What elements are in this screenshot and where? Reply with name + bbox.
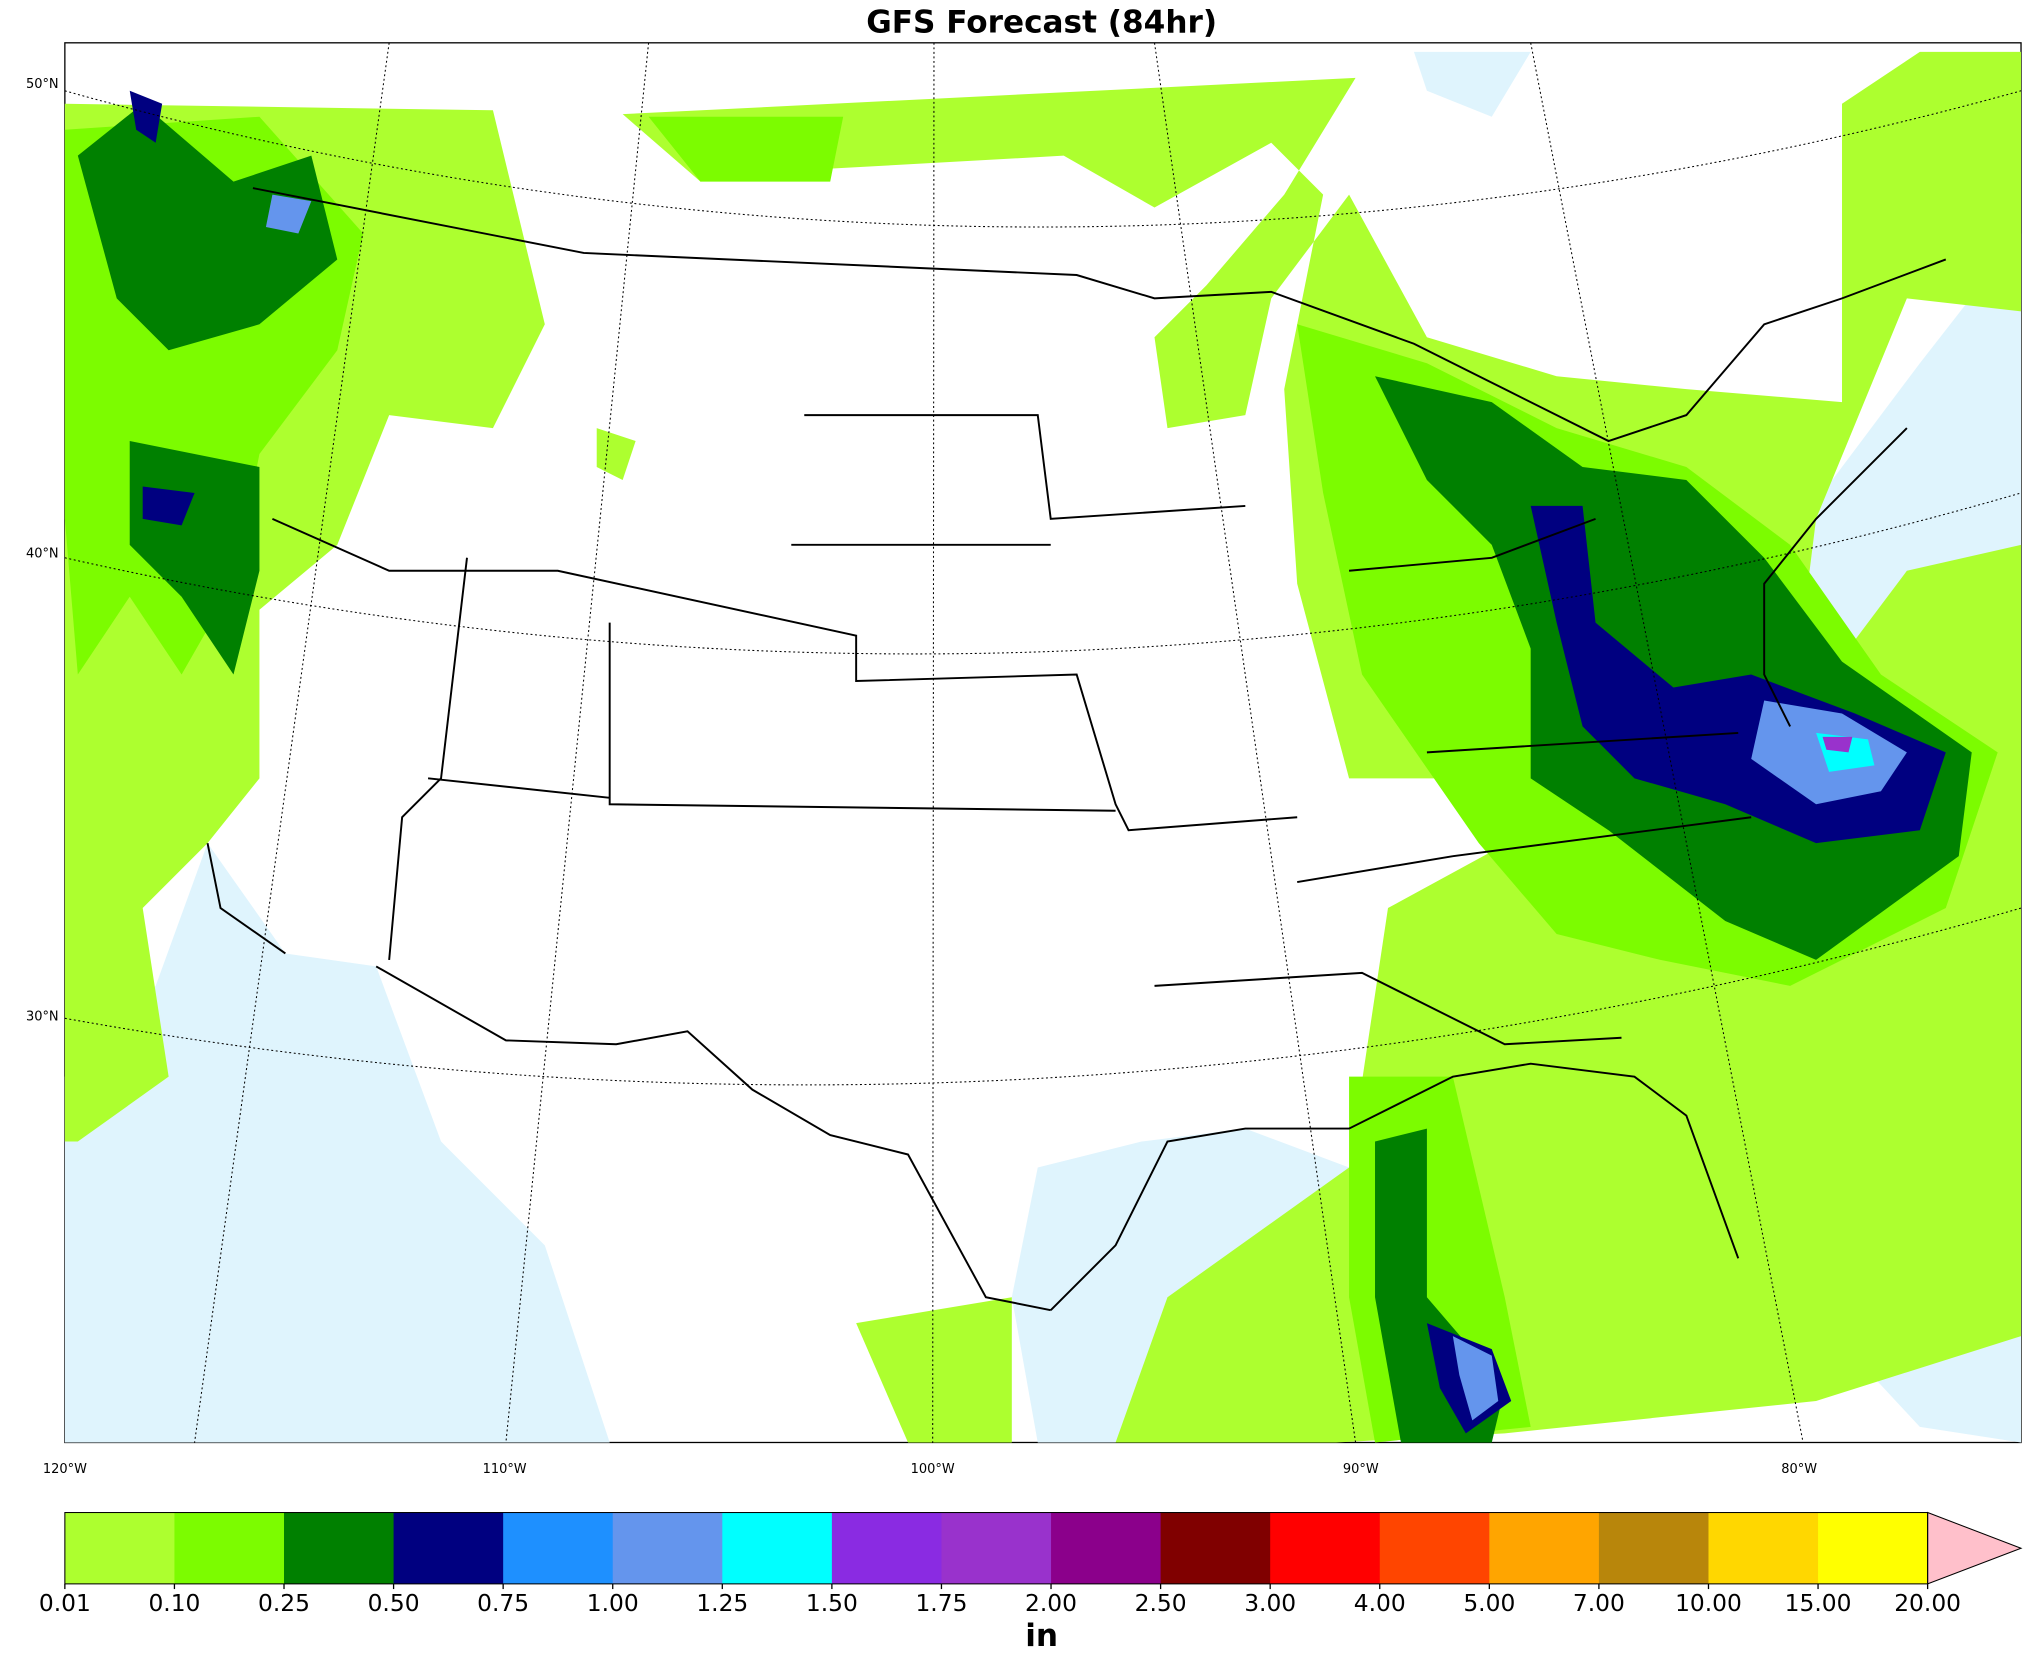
colorbar-label: 1.00 (587, 1589, 639, 1617)
colorbar-segment (1379, 1512, 1490, 1584)
lon-label: 120°W (43, 1462, 87, 1477)
colorbar-extension (1927, 1511, 2023, 1585)
colorbar-label: 10.00 (1675, 1589, 1742, 1617)
colorbar-label: 1.25 (696, 1589, 748, 1617)
colorbar-segment (722, 1512, 833, 1584)
title: GFS Forecast (84hr) (866, 4, 1217, 40)
colorbar-label: 0.25 (258, 1589, 310, 1617)
colorbar-label: 20.00 (1894, 1589, 1961, 1617)
lat-labels: 50°N 40°N 30°N (26, 77, 59, 1025)
colorbar-label: 1.50 (806, 1589, 858, 1617)
colorbar-segment (1270, 1512, 1381, 1584)
lon-label: 80°W (1781, 1462, 1817, 1477)
colorbar-segment (831, 1512, 943, 1584)
lon-label: 100°W (911, 1462, 955, 1477)
colorbar-label: 5.00 (1463, 1589, 1515, 1617)
lat-label: 50°N (26, 77, 59, 92)
precip-purple (1822, 736, 1853, 753)
colorbar-label: 7.00 (1573, 1589, 1625, 1617)
colorbar-label: 1.75 (915, 1589, 967, 1617)
graticule (64, 42, 2022, 1443)
boundaries (206, 187, 1947, 1312)
colorbar-label: 4.00 (1354, 1589, 1406, 1617)
colorbar-label: 0.50 (368, 1589, 420, 1617)
colorbar-segment (284, 1512, 395, 1584)
lon-label: 110°W (483, 1462, 527, 1477)
colorbar-label: 15.00 (1785, 1589, 1852, 1617)
colorbar-label: 3.00 (1244, 1589, 1296, 1617)
colorbar-segment (1489, 1512, 1600, 1584)
colorbar-segment (1160, 1512, 1271, 1584)
colorbar-segment (941, 1512, 1052, 1584)
colorbar-segment (174, 1512, 285, 1584)
lat-label: 30°N (26, 1010, 59, 1025)
colorbar-segment (612, 1512, 723, 1584)
map (64, 42, 2022, 1444)
colorbar-segment (1708, 1512, 1819, 1584)
lat-label: 40°N (26, 546, 59, 561)
colorbar-segment (1051, 1512, 1162, 1584)
colorbar-label: 2.00 (1025, 1589, 1077, 1617)
colorbar-label: 0.01 (39, 1589, 91, 1617)
colorbar-segment (64, 1512, 176, 1584)
colorbar-segment (503, 1512, 614, 1584)
colorbar-unit: in (1025, 1618, 1058, 1654)
colorbar-segment (1818, 1512, 1929, 1584)
lon-label: 90°W (1343, 1462, 1379, 1477)
colorbar-frame (64, 1512, 1929, 1585)
colorbar-segment (1598, 1512, 1710, 1584)
colorbar-label: 2.50 (1135, 1589, 1187, 1617)
lon-labels: 120°W 110°W 100°W 90°W 80°W (43, 1462, 1817, 1477)
colorbar: 0.01 0.10 0.25 0.50 0.75 1.00 1.25 1.50 1.75 2.00… (39, 1511, 2023, 1617)
colorbar-segment (393, 1512, 504, 1584)
colorbar-label: 0.10 (148, 1589, 200, 1617)
colorbar-label: 0.75 (477, 1589, 529, 1617)
